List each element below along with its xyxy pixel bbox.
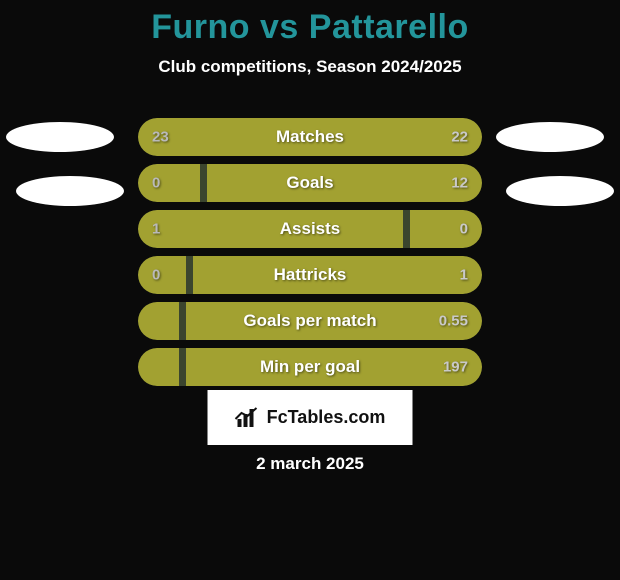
- comparison-card: Furno vs Pattarello Club competitions, S…: [0, 0, 620, 580]
- stat-label: Matches: [276, 127, 344, 147]
- stat-row: Hattricks 0 1: [138, 256, 482, 294]
- stat-row: Goals 0 12: [138, 164, 482, 202]
- stat-label: Goals per match: [243, 311, 376, 331]
- bar-left: [138, 348, 179, 386]
- logo-text: FcTables.com: [267, 407, 386, 428]
- value-right: 0.55: [439, 313, 468, 330]
- bar-left: [138, 302, 179, 340]
- team-badge-placeholder: [496, 122, 604, 152]
- value-right: 12: [451, 175, 468, 192]
- value-right: 0: [460, 221, 468, 238]
- stat-row: Goals per match 0.55: [138, 302, 482, 340]
- value-left: 1: [152, 221, 160, 238]
- comparison-rows: Matches 23 22 Goals 0 12 Assists 1 0 Hattricks 0 1 G…: [138, 118, 482, 394]
- stat-row: Assists 1 0: [138, 210, 482, 248]
- stat-label: Assists: [280, 219, 340, 239]
- page-title: Furno vs Pattarello: [0, 0, 620, 47]
- stat-row: Matches 23 22: [138, 118, 482, 156]
- stat-row: Min per goal 197: [138, 348, 482, 386]
- stat-label: Hattricks: [274, 265, 347, 285]
- value-left: 0: [152, 175, 160, 192]
- bar-right: [410, 210, 482, 248]
- date-label: 2 march 2025: [256, 454, 364, 474]
- subtitle: Club competitions, Season 2024/2025: [0, 57, 620, 77]
- team-badge-placeholder: [506, 176, 614, 206]
- value-right: 22: [451, 129, 468, 146]
- chart-icon: [235, 407, 261, 429]
- value-right: 197: [443, 359, 468, 376]
- value-left: 0: [152, 267, 160, 284]
- team-badge-placeholder: [6, 122, 114, 152]
- bar-left: [138, 210, 403, 248]
- bar-left: [138, 164, 200, 202]
- stat-label: Min per goal: [260, 357, 360, 377]
- logo-box: FcTables.com: [208, 390, 413, 445]
- bar-left: [138, 256, 186, 294]
- value-left: 23: [152, 129, 169, 146]
- bar-right: [207, 164, 482, 202]
- value-right: 1: [460, 267, 468, 284]
- stat-label: Goals: [286, 173, 333, 193]
- team-badge-placeholder: [16, 176, 124, 206]
